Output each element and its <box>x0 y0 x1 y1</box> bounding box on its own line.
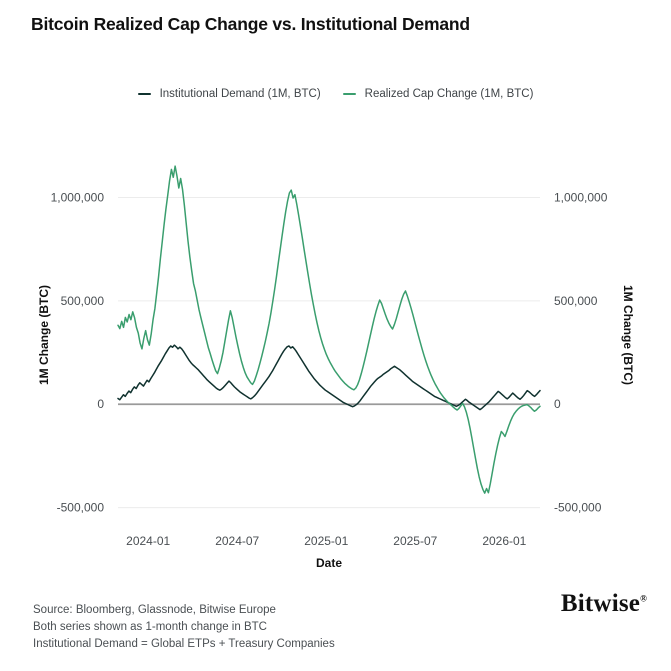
y-axis-tick-label-right: -500,000 <box>554 501 602 515</box>
bitwise-logo: Bitwise® <box>561 590 647 618</box>
y-axis-tick-label-right: 1,000,000 <box>554 191 608 205</box>
x-axis-tick-label: 2025-07 <box>393 534 437 548</box>
legend-item-realized-cap-change[interactable]: Realized Cap Change (1M, BTC) <box>342 88 534 100</box>
footer-line-method: Both series shown as 1-month change in B… <box>33 621 267 633</box>
y-axis-tick-label-right: 0 <box>554 397 561 411</box>
footer-notes: Source: Bloomberg, Glassnode, Bitwise Eu… <box>33 602 335 653</box>
line-dash-icon <box>342 93 356 95</box>
x-axis-title: Date <box>316 556 342 570</box>
y-axis-tick-label-left: 1,000,000 <box>51 191 105 205</box>
registered-mark: ® <box>640 593 647 604</box>
brand-name: Bitwise <box>560 590 641 617</box>
legend-label: Realized Cap Change (1M, BTC) <box>364 88 534 100</box>
footer-line-source: Source: Bloomberg, Glassnode, Bitwise Eu… <box>33 604 276 616</box>
series-line-institutional-demand <box>117 344 541 411</box>
chart-title: Bitcoin Realized Cap Change vs. Institut… <box>31 14 470 34</box>
line-dash-icon <box>137 93 151 95</box>
y-axis-title-left: 1M Change (BTC) <box>37 285 51 385</box>
legend-item-institutional-demand[interactable]: Institutional Demand (1M, BTC) <box>137 88 321 100</box>
x-axis-tick-label: 2025-01 <box>304 534 348 548</box>
footer-line-definition: Institutional Demand = Global ETPs + Tre… <box>33 638 335 650</box>
x-axis-tick-label: 2026-01 <box>482 534 526 548</box>
y-axis-tick-label-left: 0 <box>97 397 104 411</box>
x-axis-tick-label: 2024-01 <box>126 534 170 548</box>
y-axis-tick-label-left: 500,000 <box>61 294 105 308</box>
y-axis-tick-label-right: 500,000 <box>554 294 598 308</box>
x-axis-tick-label: 2024-07 <box>215 534 259 548</box>
legend-label: Institutional Demand (1M, BTC) <box>159 88 321 100</box>
y-axis-tick-label-left: -500,000 <box>57 501 105 515</box>
y-axis-title-right: 1M Change (BTC) <box>621 285 635 385</box>
chart-legend: Institutional Demand (1M, BTC) Realized … <box>0 88 671 100</box>
series-line-realized-cap-change <box>117 165 541 494</box>
